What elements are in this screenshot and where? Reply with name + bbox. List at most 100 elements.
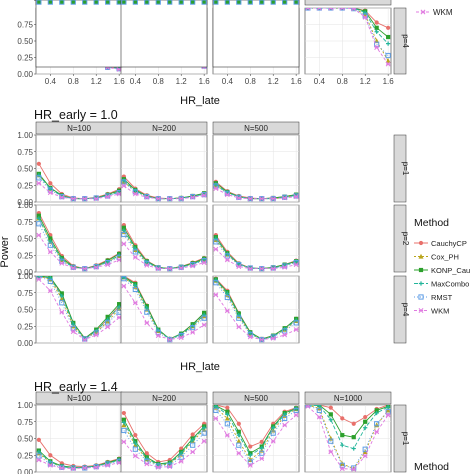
point-wkm xyxy=(167,196,173,202)
facet-column-label: N=200 xyxy=(152,394,176,403)
point-maxcombo xyxy=(294,259,299,264)
facet-column-label: N=100 xyxy=(67,124,91,133)
y-tick-label: 0.75 xyxy=(17,289,33,298)
point-rmst xyxy=(178,454,184,460)
panel-mid-r3-c1: 0.00 0.25 0.50 0.75 1.00 xyxy=(17,272,123,348)
point-cauchycp xyxy=(248,444,253,449)
series-line-maxcombo xyxy=(38,218,120,270)
point-wkm xyxy=(316,414,322,420)
series-group xyxy=(305,405,391,472)
point-maxcombo xyxy=(305,8,310,11)
point-wkm xyxy=(213,415,219,421)
point-wkm xyxy=(190,329,196,335)
point-wkm xyxy=(282,264,288,270)
point-maxcombo xyxy=(48,186,53,191)
panel-mid-r2-c3 xyxy=(212,204,300,273)
point-konp_cau xyxy=(236,429,241,434)
point-rmst xyxy=(70,325,76,331)
point-maxcombo xyxy=(117,457,122,463)
point-rmst xyxy=(201,315,207,321)
point-wkm xyxy=(105,462,111,468)
point-wkm xyxy=(190,449,196,455)
y-tick-label: 0.25 xyxy=(17,451,33,460)
point-rmst xyxy=(224,421,230,427)
point-rmst xyxy=(121,231,127,238)
top-legend-wkm-marker xyxy=(420,9,426,15)
point-rmst xyxy=(190,324,196,331)
point-konp_cau xyxy=(374,408,379,413)
legend-marker-maxcombo xyxy=(418,281,424,286)
point-wkm xyxy=(121,183,127,189)
point-wkm xyxy=(259,337,265,343)
point-rmst xyxy=(316,407,322,413)
point-wkm xyxy=(236,324,242,330)
facet-strip-row xyxy=(393,7,407,75)
panel-mid-r3-c2 xyxy=(120,275,208,344)
x-tick-label: 0.8 xyxy=(153,0,165,2)
series-line-wkm xyxy=(307,405,389,470)
point-rmst xyxy=(178,264,184,270)
x-tick-label: 1.6 xyxy=(291,0,303,2)
point-konp_cau xyxy=(105,0,110,5)
point-maxcombo xyxy=(282,412,287,417)
point-cauchycp xyxy=(48,453,53,458)
point-rmst xyxy=(339,8,345,11)
series-group xyxy=(121,223,207,272)
point-wkm xyxy=(201,260,207,266)
series-group xyxy=(36,210,122,272)
panel-mid-r4-c2: 0.4 0.8 1.2 1.6 xyxy=(120,0,211,68)
y-tick-label: 0.50 xyxy=(17,37,33,46)
point-wkm xyxy=(270,266,276,272)
panel-mid-r1-c1: 0.00 0.25 0.50 0.75 1.00 N=100 xyxy=(17,121,123,207)
y-axis-title: Power xyxy=(0,236,11,268)
point-wkm xyxy=(374,45,380,51)
point-wkm xyxy=(270,335,276,341)
point-cauchycp xyxy=(351,421,356,426)
series-line-rmst xyxy=(38,276,120,340)
point-wkm xyxy=(82,465,88,471)
point-rmst xyxy=(328,438,334,444)
point-maxcombo xyxy=(36,216,41,221)
point-maxcombo xyxy=(328,8,333,11)
x-tick-label: 1.6 xyxy=(199,0,211,2)
point-wkm xyxy=(236,450,242,456)
point-wkm xyxy=(247,334,253,340)
point-maxcombo xyxy=(317,405,322,408)
facet-column-label: N=1000 xyxy=(334,394,363,403)
y-tick-label: 0.50 xyxy=(17,0,33,2)
legend-label-cauchycp: CauchyCP xyxy=(431,239,467,248)
point-konp_cau xyxy=(48,0,53,5)
point-cauchycp xyxy=(259,439,264,444)
legend-marker-rmst xyxy=(418,294,424,300)
point-konp_cau xyxy=(271,0,276,5)
y-tick-label: 0.75 xyxy=(17,0,33,2)
point-maxcombo xyxy=(156,462,161,467)
point-wkm xyxy=(155,464,161,470)
point-wkm xyxy=(59,194,65,200)
legend-label-konp_cau: KONP_Cau xyxy=(431,266,470,275)
point-cauchycp xyxy=(190,432,195,437)
panel-mid-r4-c1: 0.000.250.500.751.000.40.81.21.6 xyxy=(17,0,125,68)
point-rmst xyxy=(282,328,288,334)
point-wkm xyxy=(167,266,173,272)
series-group xyxy=(213,276,299,343)
point-rmst xyxy=(155,463,161,469)
point-konp_cau xyxy=(248,0,253,5)
facet-column-label: N=100 xyxy=(67,394,91,403)
point-wkm xyxy=(132,453,138,459)
series-group xyxy=(213,233,299,272)
point-wkm xyxy=(247,462,253,468)
panel-background xyxy=(35,0,123,68)
facet-row-label: p=1 xyxy=(401,162,410,176)
top-legend-wkm-label: WKM xyxy=(433,8,453,17)
series-line-konp_cau xyxy=(123,419,205,465)
point-rmst xyxy=(247,459,253,465)
point-maxcombo xyxy=(363,425,368,430)
y-tick-label: 0.00 xyxy=(17,339,33,348)
panel-background xyxy=(120,0,208,68)
point-konp_cau xyxy=(117,302,122,307)
point-konp_cau xyxy=(340,433,345,438)
point-konp_cau xyxy=(121,225,126,230)
y-tick-label: 0.00 xyxy=(17,268,33,277)
point-rmst xyxy=(155,0,161,5)
